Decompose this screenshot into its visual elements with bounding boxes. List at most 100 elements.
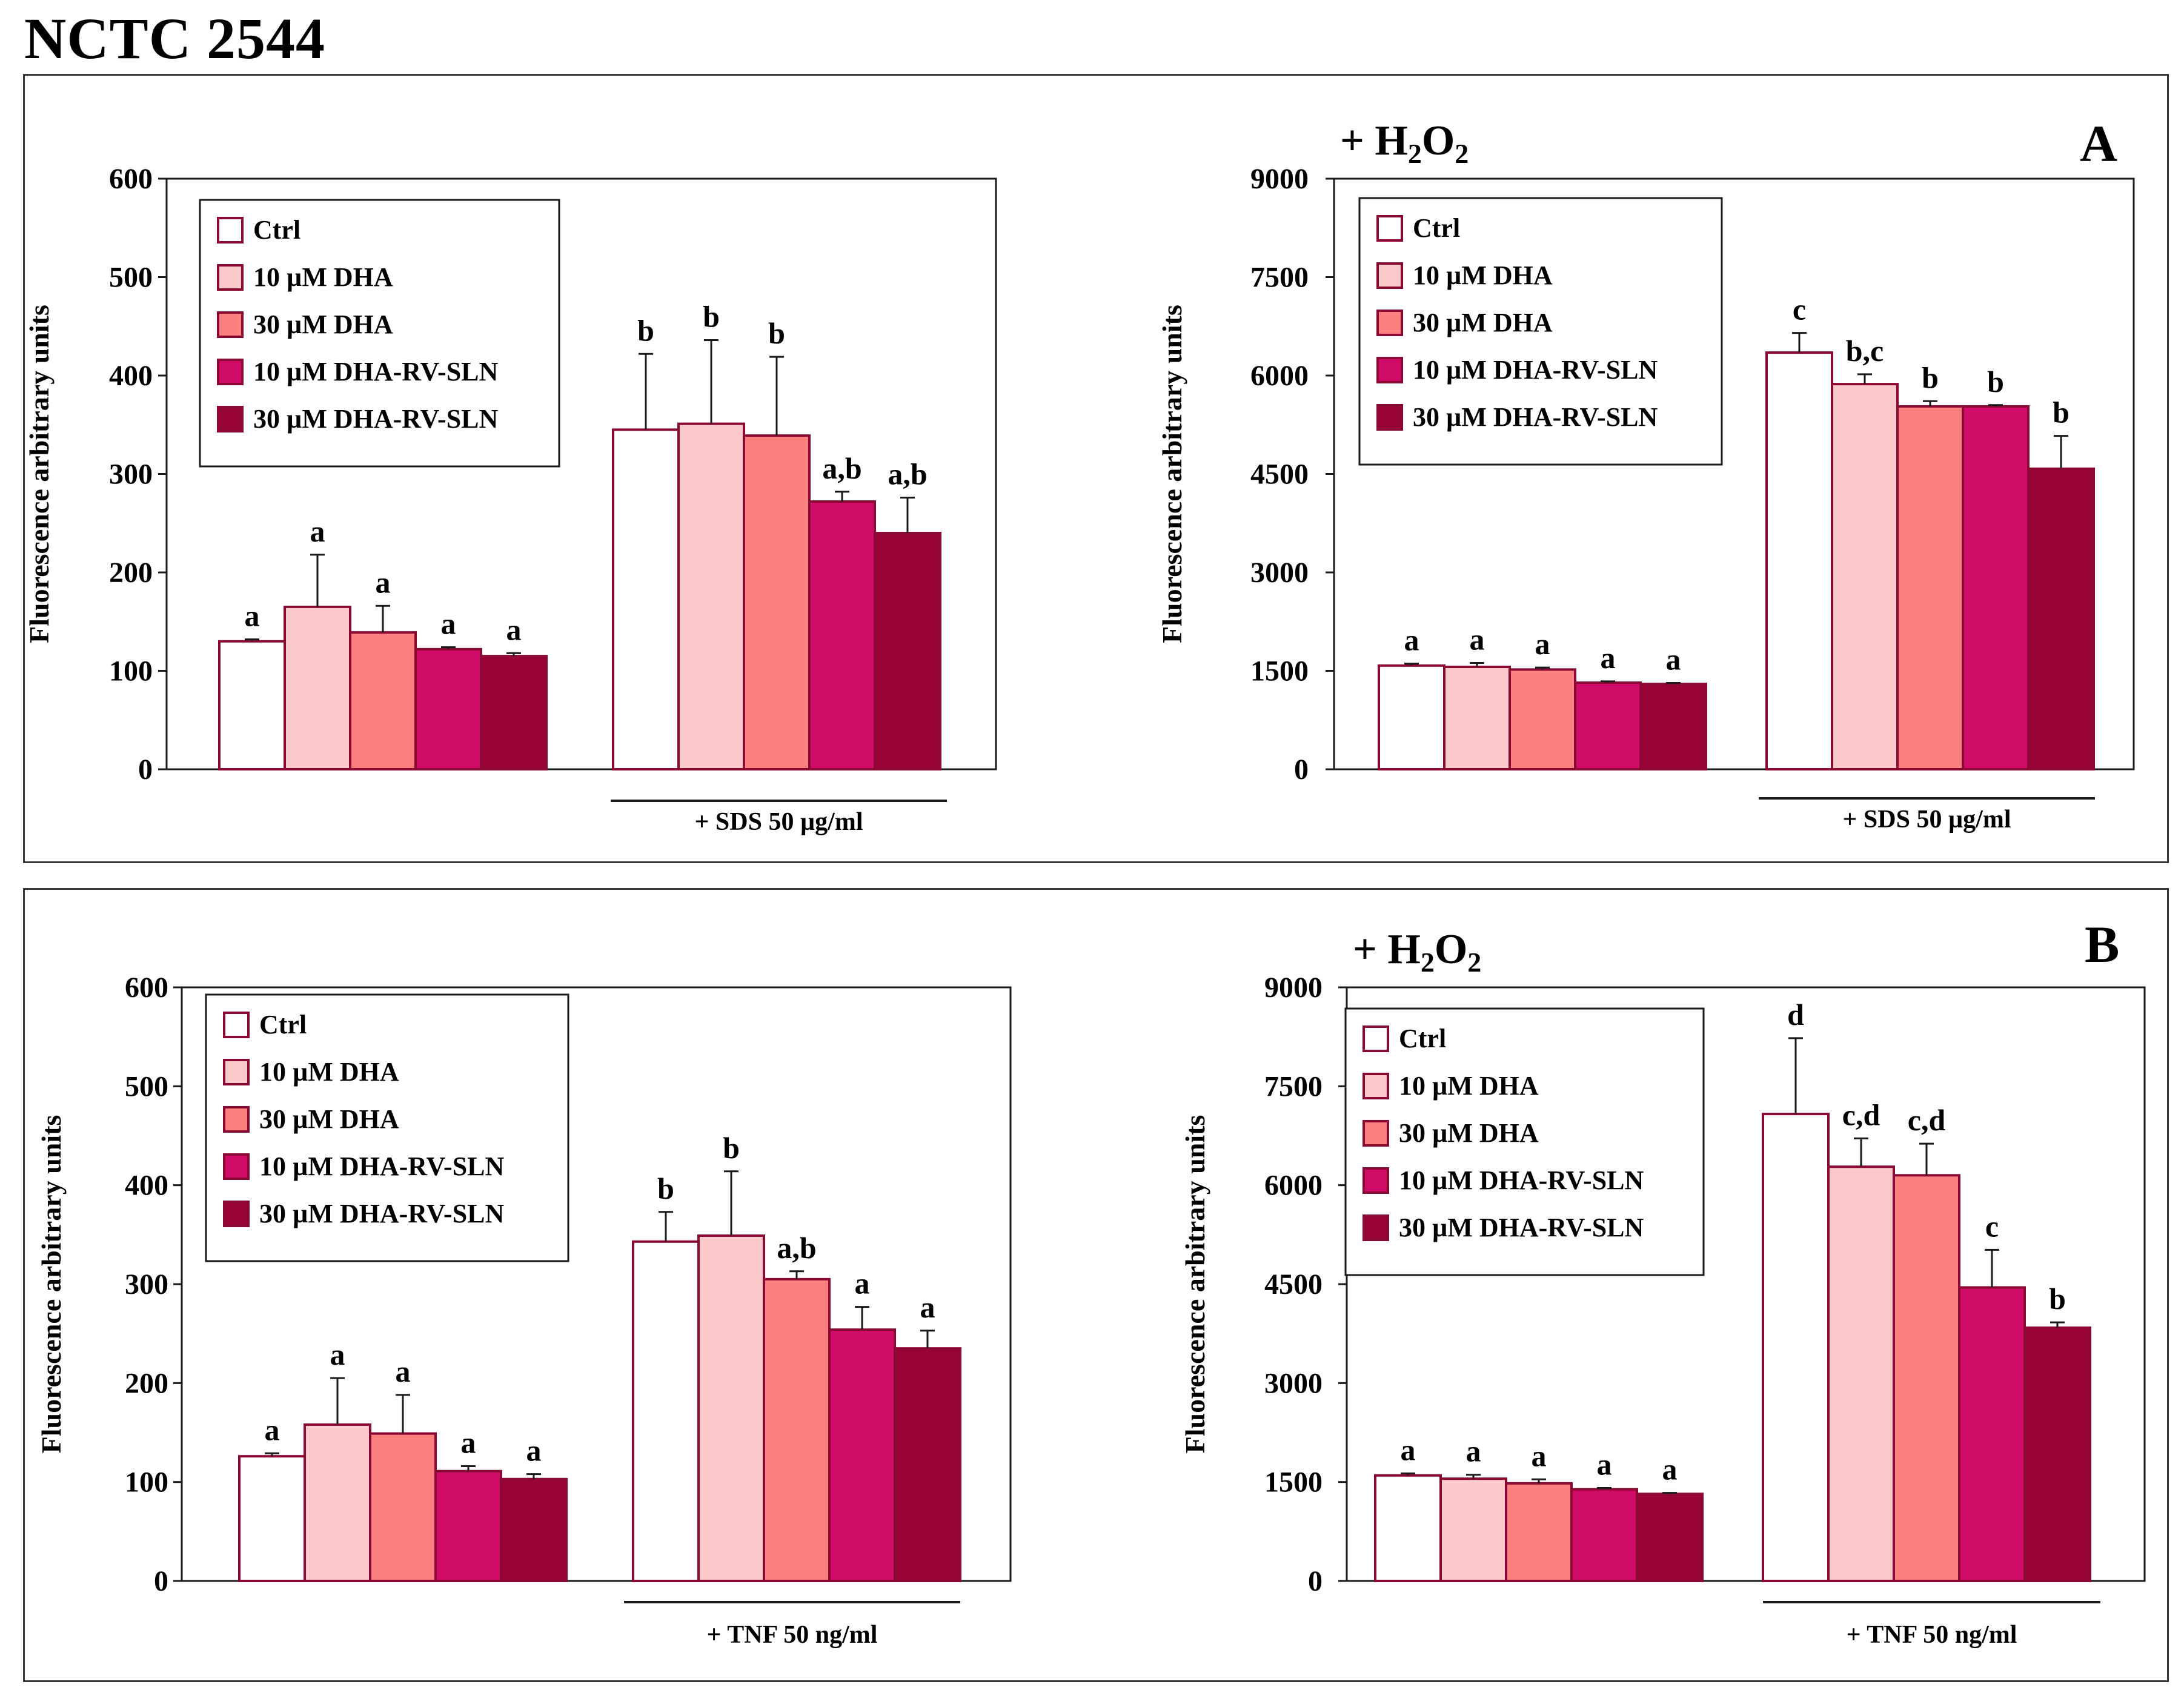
y-tick-label: 500 (125, 1070, 168, 1102)
significance-label: a (1662, 1453, 1678, 1486)
significance-label: a (1532, 1439, 1547, 1473)
y-axis-label: Fluorescence arbitrary units (24, 305, 55, 643)
legend-swatch (1376, 215, 1403, 242)
legend-swatch (1363, 1214, 1389, 1241)
bar (1896, 405, 1964, 770)
y-tick-label: 0 (154, 1565, 168, 1597)
bar (612, 428, 680, 770)
significance-label: b (1922, 360, 1939, 394)
legend-label: 30 µM DHA (1399, 1118, 1539, 1148)
bar (632, 1240, 700, 1582)
significance-label: a (396, 1354, 411, 1388)
bar (2027, 467, 2095, 770)
significance-label: a (310, 514, 325, 548)
y-tick-label: 9000 (1264, 972, 1323, 1004)
bar (369, 1432, 437, 1582)
y-tick-label: 1500 (1250, 655, 1309, 687)
treatment-label: + TNF 50 ng/ml (1847, 1621, 2017, 1649)
legend-swatch (1363, 1025, 1389, 1052)
treatment-label: + SDS 50 µg/ml (1842, 806, 2011, 833)
legend-swatch (223, 1153, 250, 1180)
y-tick-label: 0 (138, 754, 153, 786)
legend-swatch (223, 1201, 250, 1227)
legend-box (199, 199, 560, 468)
legend-swatch (1376, 404, 1403, 431)
bar (1639, 683, 1707, 770)
legend-swatch (1376, 262, 1403, 289)
chart-B-right: 0 1500 3000 4500 6000 7500 9000 Fluorescence ar… (1180, 926, 2146, 1649)
bar (1505, 1482, 1573, 1583)
bar (1831, 383, 1899, 770)
page-title: NCTC 2544 (24, 6, 326, 71)
significance-label: a (506, 612, 522, 646)
bar (677, 422, 745, 770)
bar (1827, 1165, 1895, 1582)
legend-label: Ctrl (259, 1010, 307, 1039)
significance-label: a (920, 1290, 935, 1324)
legend-swatch (217, 359, 244, 385)
legend-label: 10 µM DHA (259, 1057, 399, 1087)
chart-A-right: 0 1500 3000 4500 6000 7500 9000 Fluorescence ar… (1157, 118, 2135, 833)
legend-label: 10 µM DHA (1413, 260, 1553, 290)
legend: Ctrl 10 µM DHA 30 µM DHA 10 µM DHA-RV-SLN 30… (1344, 1007, 1705, 1276)
legend-label: 30 µM DHA-RV-SLN (1399, 1213, 1644, 1242)
bar (1765, 351, 1833, 770)
y-tick-label: 600 (109, 163, 153, 195)
significance-label: a (265, 1413, 280, 1446)
significance-label: b (657, 1171, 674, 1205)
legend-box (1358, 197, 1723, 466)
significance-label: a,b (822, 451, 861, 485)
y-tick-label: 0 (1294, 754, 1309, 786)
panel-a-letter: A (2080, 114, 2118, 173)
significance-label: b,c (1846, 334, 1884, 368)
panel-b-letter: B (2085, 915, 2120, 973)
y-tick-label: 600 (125, 972, 168, 1004)
significance-label: a (1466, 1434, 1481, 1468)
significance-label: a (526, 1434, 542, 1468)
significance-label: c,d (1908, 1103, 1946, 1137)
significance-label: b (1987, 365, 2004, 399)
bar (480, 655, 548, 770)
bar (1374, 1474, 1442, 1583)
significance-label: b (723, 1131, 740, 1165)
y-axis-label: Fluorescence arbitrary units (1180, 1115, 1210, 1454)
significance-label: c (1985, 1209, 1999, 1243)
y-tick-label: 3000 (1264, 1367, 1323, 1399)
chart-title: + H2O2 (1340, 118, 1469, 169)
bar (1509, 668, 1576, 771)
significance-label: d (1787, 998, 1804, 1032)
y-tick-label: 4500 (1264, 1268, 1323, 1300)
title-text: + H (1353, 926, 1421, 973)
bar (284, 605, 351, 770)
legend-label: 30 µM DHA (259, 1104, 399, 1134)
title-subscript: 2 (1421, 947, 1435, 978)
y-axis-label: Fluorescence arbitrary units (1157, 305, 1187, 643)
bar (1574, 681, 1642, 770)
chart-title: + H2O2 (1353, 926, 1481, 978)
legend-box (1344, 1007, 1705, 1276)
bar (1439, 1477, 1507, 1582)
legend-label: 10 µM DHA (1399, 1071, 1539, 1101)
legend-label: Ctrl (253, 215, 300, 245)
bar (763, 1277, 831, 1582)
y-tick-label: 6000 (1250, 360, 1309, 392)
significance-label: a (441, 607, 456, 641)
significance-label: a (376, 565, 391, 599)
bar (1893, 1174, 1960, 1583)
legend-label: 10 µM DHA-RV-SLN (259, 1151, 505, 1181)
significance-label: a (461, 1426, 476, 1460)
y-tick-label: 200 (109, 557, 153, 589)
legend-swatch (217, 217, 244, 244)
bar (808, 500, 876, 770)
y-tick-label: 100 (125, 1466, 168, 1499)
significance-label: b (768, 316, 785, 350)
bar (894, 1347, 961, 1583)
legend-swatch (217, 264, 244, 291)
bar (828, 1328, 896, 1582)
legend-swatch (223, 1012, 250, 1038)
bar (434, 1469, 502, 1582)
y-tick-label: 0 (1308, 1565, 1323, 1597)
significance-label: a,b (888, 457, 927, 491)
significance-label: c (1793, 293, 1806, 326)
legend-label: 10 µM DHA (253, 262, 393, 292)
